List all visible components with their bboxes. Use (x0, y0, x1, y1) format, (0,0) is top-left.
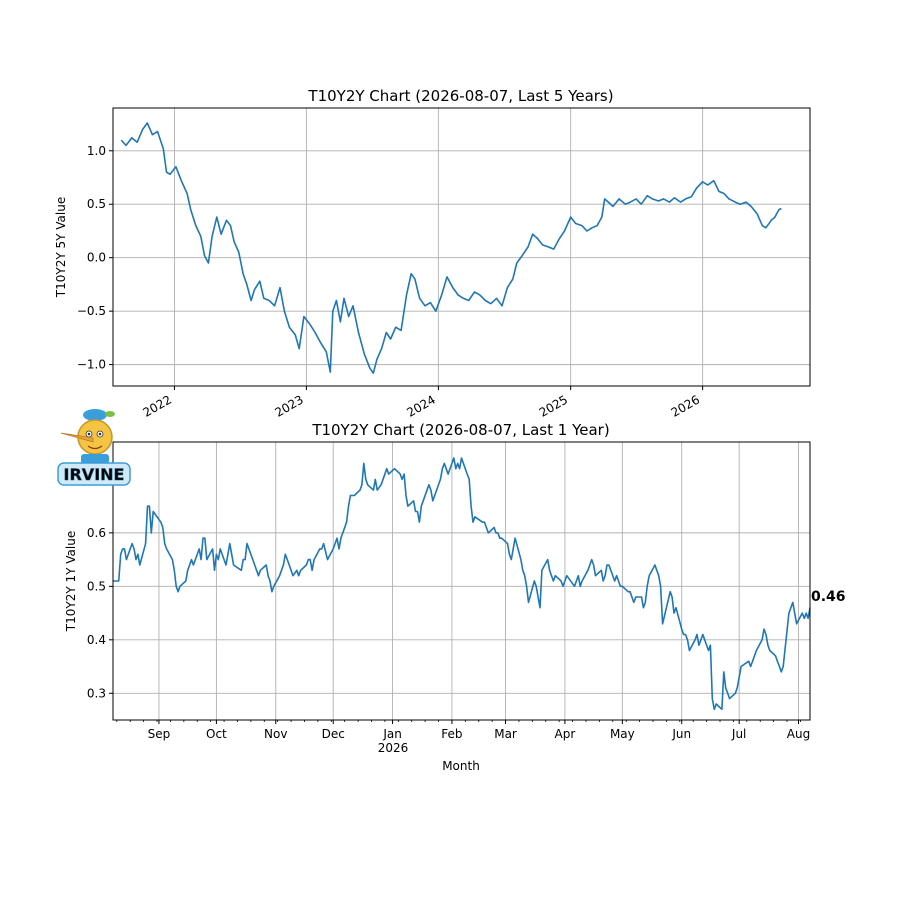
chart-1y-y-tick-label: 0.3 (87, 686, 106, 700)
logo-text: IRVINE (64, 465, 125, 484)
chart-1y-x-tick-label: Jun (671, 727, 691, 741)
chart-1y-y-axis-label: T10Y2Y 1Y Value (64, 531, 78, 632)
chart-1y-frame (112, 441, 811, 721)
chart-1y-y-tick-label: 0.6 (87, 526, 106, 540)
chart-5y-y-tick-label: 1.0 (87, 144, 106, 158)
chart-1y-x-tick-label: Aug (787, 727, 810, 741)
chart-1y-x-tick-label: Apr (555, 727, 576, 741)
chart-1y-y-ticks: 0.3 0.4 0.5 0.6 (87, 526, 113, 700)
chart-1y-x-tick-label: Nov (264, 727, 287, 741)
chart-5y-frame (112, 107, 811, 387)
chart-1y-x-tick-label: Dec (322, 727, 345, 741)
chart-1y-x-tick-label: Sep (148, 727, 171, 741)
chart-1y-minor-ticks (116, 720, 801, 722)
chart-1y-year-label: 2026 (378, 741, 409, 755)
chart-1y-last-value-label: 0.46 (811, 589, 846, 605)
chart-1y-x-tick-label: Jul (731, 727, 746, 741)
chart-5y-y-tick-label: 0.5 (87, 197, 106, 211)
chart-5y-y-tick-label: 0.0 (87, 251, 106, 265)
chart-1y-x-tick-label: Feb (441, 727, 462, 741)
chart-1y-x-tick-label: May (610, 727, 635, 741)
chart-1y-y-tick-label: 0.4 (87, 633, 106, 647)
chart-1y-series-line (113, 457, 811, 711)
chart-5y-y-tick-label: −1.0 (77, 358, 106, 372)
chart-5y-y-ticks: 1.0 0.5 0.0 −0.5 −1.0 (77, 144, 113, 372)
chart-1y-x-ticks: Sep Oct Nov Dec Jan Feb Mar Apr May Jun Jul Aug (148, 720, 810, 741)
chart-5y-grid (113, 108, 810, 386)
chart-1y-x-axis-label: Month (442, 759, 480, 773)
irvine-logo: IRVINE (57, 409, 131, 486)
chart-5y-title: T10Y2Y Chart (2026-08-07, Last 5 Years) (307, 87, 613, 105)
chart-1y-x-tick-label: Mar (494, 727, 517, 741)
chart-1y-x-tick-label: Jan (382, 727, 402, 741)
chart-5y-y-tick-label: −0.5 (77, 304, 106, 318)
chart-1y-y-tick-label: 0.5 (87, 579, 106, 593)
chart-5y-y-axis-label: T10Y2Y 5Y Value (54, 197, 68, 298)
chart-1y-title: T10Y2Y Chart (2026-08-07, Last 1 Year) (311, 421, 609, 439)
chart-5y-series-line (120, 122, 782, 374)
chart-1y: 0.3 0.4 0.5 0.6 Sep Oct Nov Dec Jan Feb Mar Apr May… (64, 421, 846, 773)
chart-1y-x-tick-label: Oct (206, 727, 227, 741)
chart-1y-grid (113, 442, 810, 720)
